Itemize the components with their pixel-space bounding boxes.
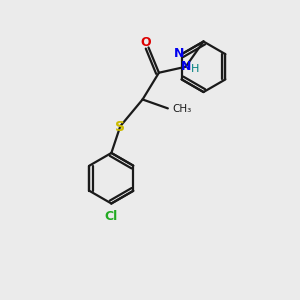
Text: Cl: Cl (105, 210, 118, 223)
Text: N: N (174, 47, 185, 60)
Text: H: H (191, 64, 200, 74)
Text: N: N (181, 60, 191, 73)
Text: CH₃: CH₃ (172, 104, 191, 114)
Text: O: O (141, 37, 152, 50)
Text: S: S (115, 120, 125, 134)
